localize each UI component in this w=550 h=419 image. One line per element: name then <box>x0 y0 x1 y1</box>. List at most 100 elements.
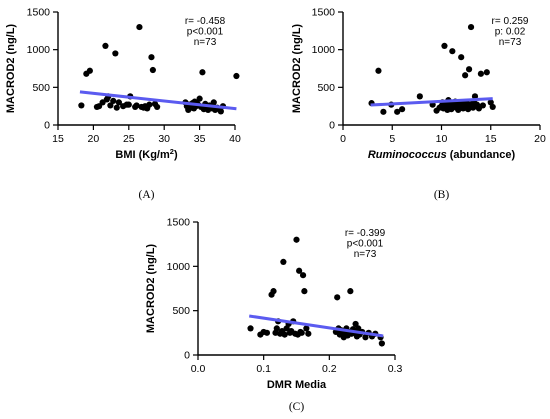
scatter-point <box>296 267 303 274</box>
x-axis-title: DMR Media <box>267 379 327 391</box>
scatter-point <box>115 99 122 106</box>
scatter-point <box>86 67 93 74</box>
scatter-point <box>217 108 224 115</box>
x-tick-label: 25 <box>123 133 135 145</box>
correlation-stat: n=73 <box>354 249 377 260</box>
x-tick-label: 0.3 <box>388 363 403 375</box>
scatter-point <box>471 93 479 100</box>
x-tick-label: 0.1 <box>256 363 271 375</box>
scatter-point <box>483 69 490 76</box>
scatter-point <box>380 108 387 115</box>
scatter-point <box>465 66 473 73</box>
x-tick-label: 0 <box>340 133 346 145</box>
scatter-point <box>305 330 312 337</box>
y-tick-label: 1000 <box>312 44 336 56</box>
scatter-point <box>154 103 161 111</box>
correlation-stat: r= 0.259 <box>492 16 529 27</box>
panel-label: (A) <box>139 189 155 201</box>
scatter-point <box>458 54 465 61</box>
scatter-point <box>299 272 307 279</box>
y-axis-title: MACROD2 (ng/L) <box>145 244 157 334</box>
panel-label: (C) <box>289 401 305 413</box>
scatter-point <box>78 102 85 109</box>
y-axis-title: MACROD2 (ng/L) <box>291 24 303 114</box>
scatter-point <box>477 70 484 77</box>
scatter-point <box>148 54 155 61</box>
scatter-point <box>355 325 362 332</box>
correlation-stat: r= -0.458 <box>185 16 226 27</box>
y-tick-label: 500 <box>32 82 50 94</box>
scatter-point <box>301 288 308 295</box>
y-tick-label: 1000 <box>27 44 51 56</box>
y-tick-label: 0 <box>44 120 50 132</box>
x-tick-label: 35 <box>194 133 206 145</box>
y-tick-label: 500 <box>172 305 190 317</box>
x-tick-label: 0.0 <box>191 363 206 375</box>
scatter-point <box>375 67 382 74</box>
scatter-point <box>334 294 341 301</box>
scatter-point <box>399 106 406 113</box>
scatter-point <box>394 108 401 115</box>
y-tick-label: 1000 <box>167 261 191 273</box>
panel-a-bmi-scatter: 0 500 1000 1500 15 20 25 30 35 40 r= -0.458p<0.001… <box>5 7 241 202</box>
scatter-point <box>298 329 305 336</box>
scatter-point <box>489 103 496 111</box>
scatter-point <box>270 288 277 295</box>
scatter-point <box>281 331 288 338</box>
x-tick-label: 10 <box>436 133 448 145</box>
scatter-point <box>149 66 156 74</box>
x-tick-label: 20 <box>88 133 100 145</box>
correlation-stat: n=73 <box>194 37 217 48</box>
scatter-point <box>378 340 385 347</box>
scatter-point <box>467 23 475 31</box>
scatter-point <box>462 72 469 79</box>
x-tick-label: 15 <box>52 133 64 145</box>
scatter-point <box>441 42 448 50</box>
x-tick-label: 20 <box>534 133 546 145</box>
panel-label: (B) <box>434 189 450 201</box>
y-axis-title: MACROD2 (ng/L) <box>5 24 17 114</box>
x-tick-label: 5 <box>389 133 395 145</box>
correlation-stat: n=73 <box>499 37 522 48</box>
panel-c-dmr-media-scatter: 0 500 1000 1500 0.0 0.1 0.2 0.3 r= -0.399p<0.001… <box>145 217 402 414</box>
scatter-point <box>146 101 153 108</box>
x-tick-label: 30 <box>158 133 170 145</box>
scatter-point <box>347 288 354 295</box>
scatter-point <box>133 102 140 109</box>
scatter-point <box>247 325 254 332</box>
y-tick-label: 500 <box>317 82 335 94</box>
scatter-point <box>136 23 143 31</box>
y-tick-label: 0 <box>329 120 335 132</box>
correlation-stat: p: 0.02 <box>495 27 526 38</box>
scatter-point <box>110 97 117 104</box>
scatter-point <box>102 42 109 50</box>
x-tick-label: 15 <box>485 133 497 145</box>
y-tick-label: 1500 <box>167 217 191 229</box>
scatter-point <box>107 102 114 109</box>
scatter-point <box>263 329 271 336</box>
y-tick-label: 1500 <box>27 7 51 19</box>
regression-line <box>248 314 384 338</box>
x-axis-title: BMI (Kg/m2) <box>115 147 178 162</box>
y-tick-label: 1500 <box>312 7 336 19</box>
scatter-point <box>293 236 300 243</box>
scatter-point <box>112 50 119 57</box>
regression-line <box>370 97 493 107</box>
scatter-point <box>113 104 120 111</box>
x-axis-title: Ruminococcus (abundance) <box>368 149 516 161</box>
correlation-stat: r= -0.399 <box>345 228 386 239</box>
correlation-stat: p<0.001 <box>347 239 384 250</box>
scatter-point <box>125 101 132 108</box>
scatter-point <box>303 325 310 332</box>
scatter-point <box>416 93 423 100</box>
regression-line <box>79 90 237 111</box>
scatter-point <box>210 99 217 106</box>
scatter-point <box>362 334 369 341</box>
scatter-point <box>273 325 280 332</box>
correlation-stat: p<0.001 <box>187 27 224 38</box>
scatter-point <box>449 48 456 55</box>
scatter-point <box>196 95 203 102</box>
x-tick-label: 40 <box>229 133 241 145</box>
